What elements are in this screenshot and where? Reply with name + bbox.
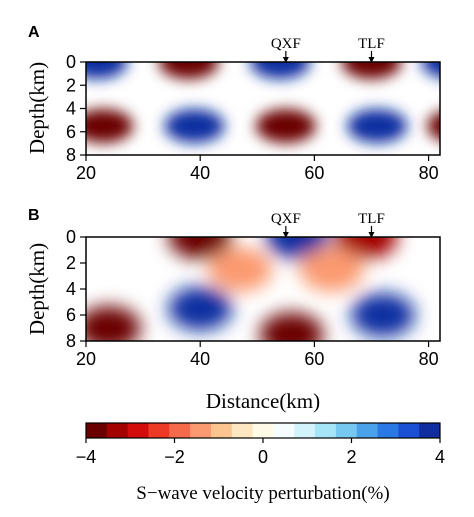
colorbar-cell	[356, 423, 379, 438]
colorbar-tick-label: −4	[76, 447, 97, 467]
colorbar-tick-label: 0	[258, 447, 268, 467]
y-tick-label: 6	[66, 122, 76, 142]
panel-b: B 20 40 60 80 0 2 4 6 8 QXF TLF Depth(km) Distanc…	[25, 207, 441, 413]
fault-label: TLF	[358, 36, 385, 52]
colorbar-cell	[148, 423, 170, 438]
colorbar-cell	[127, 423, 149, 438]
panel-b-xlabel: Distance(km)	[206, 389, 320, 413]
colorbar-cell	[169, 423, 191, 438]
heatmap-anomaly-low	[86, 108, 134, 143]
panel-a-letter: A	[28, 24, 40, 41]
x-tick-label: 20	[76, 349, 96, 369]
heatmap-anomaly-low	[299, 247, 364, 292]
colorbar-cell	[252, 423, 274, 438]
colorbar-tick-label: 4	[435, 447, 445, 467]
heatmap-anomaly-high	[168, 286, 233, 331]
panel-b-ylabel: Depth(km)	[25, 243, 49, 335]
panel-a-ticks: 20 40 60 80 0 2 4 6 8	[66, 52, 439, 183]
x-tick-label: 40	[190, 163, 210, 183]
colorbar-cell	[210, 423, 233, 438]
fault-label: QXF	[271, 36, 301, 52]
x-tick-label: 80	[419, 163, 439, 183]
heatmap-anomaly-high	[421, 62, 440, 78]
heatmap-anomaly-high	[347, 108, 408, 143]
x-tick-label: 40	[190, 349, 210, 369]
y-tick-label: 4	[66, 99, 76, 119]
panel-b-letter: B	[28, 207, 40, 224]
y-tick-label: 8	[66, 331, 76, 351]
fault-arrow-head	[282, 57, 289, 63]
heatmap-anomaly-high	[86, 62, 128, 79]
colorbar-cell	[335, 423, 358, 438]
heatmap-anomaly-low	[341, 62, 402, 79]
fault-arrow-head	[282, 232, 289, 238]
colorbar-cell	[86, 423, 108, 438]
heatmap-anomaly-low	[86, 306, 141, 341]
colorbar-cell	[377, 423, 399, 438]
panel-a-ylabel: Depth(km)	[25, 62, 49, 154]
colorbar-cell	[419, 423, 441, 438]
fault-arrow-head	[368, 232, 375, 238]
heatmap-anomaly-low	[255, 108, 316, 143]
y-tick-label: 2	[66, 253, 76, 273]
y-tick-label: 4	[66, 279, 76, 299]
colorbar-tick-label: −2	[164, 447, 185, 467]
colorbar-ticks: −4 −2 0 2 4	[76, 438, 445, 467]
colorbar-cell	[398, 423, 420, 438]
y-tick-label: 6	[66, 305, 76, 325]
colorbar-cell	[106, 423, 129, 438]
colorbar-cell	[294, 423, 316, 438]
x-tick-label: 20	[76, 163, 96, 183]
heatmap-anomaly-low	[158, 62, 219, 79]
heatmap-anomaly-low	[208, 247, 273, 292]
fault-label: QXF	[271, 211, 301, 227]
heatmap-anomaly-low	[168, 237, 233, 259]
colorbar-cell	[315, 423, 337, 438]
colorbar-cell	[231, 423, 254, 438]
colorbar-cell	[273, 423, 295, 438]
heatmap-anomaly-low	[259, 312, 324, 341]
colorbar: −4 −2 0 2 4 S−wave velocity perturbation(%)	[76, 422, 445, 504]
x-tick-label: 60	[304, 163, 324, 183]
heatmap-anomaly-low	[427, 111, 440, 140]
colorbar-cells	[86, 423, 441, 438]
panel-b-fault-markers: QXF TLF	[271, 211, 385, 238]
y-tick-label: 0	[66, 227, 76, 247]
panel-a-fault-markers: QXF TLF	[271, 36, 385, 63]
heatmap-anomaly-high	[164, 108, 225, 143]
fault-label: TLF	[358, 211, 385, 227]
panel-a: A 20 40 60 80 0 2 4 6 8 QXF TLF Depth(km)	[25, 24, 441, 183]
colorbar-title: S−wave velocity perturbation(%)	[136, 483, 389, 504]
fault-arrow-head	[368, 57, 375, 63]
x-tick-label: 80	[419, 349, 439, 369]
x-tick-label: 60	[304, 349, 324, 369]
colorbar-cell	[190, 423, 212, 438]
panel-b-ticks: 20 40 60 80 0 2 4 6 8	[66, 227, 439, 369]
y-tick-label: 8	[66, 145, 76, 165]
panel-a-heatmap	[86, 62, 440, 143]
y-tick-label: 2	[66, 75, 76, 95]
heatmap-anomaly-high	[250, 62, 311, 79]
heatmap-anomaly-high	[350, 293, 415, 337]
colorbar-tick-label: 2	[346, 447, 356, 467]
y-tick-label: 0	[66, 52, 76, 72]
panel-b-heatmap	[86, 237, 415, 341]
